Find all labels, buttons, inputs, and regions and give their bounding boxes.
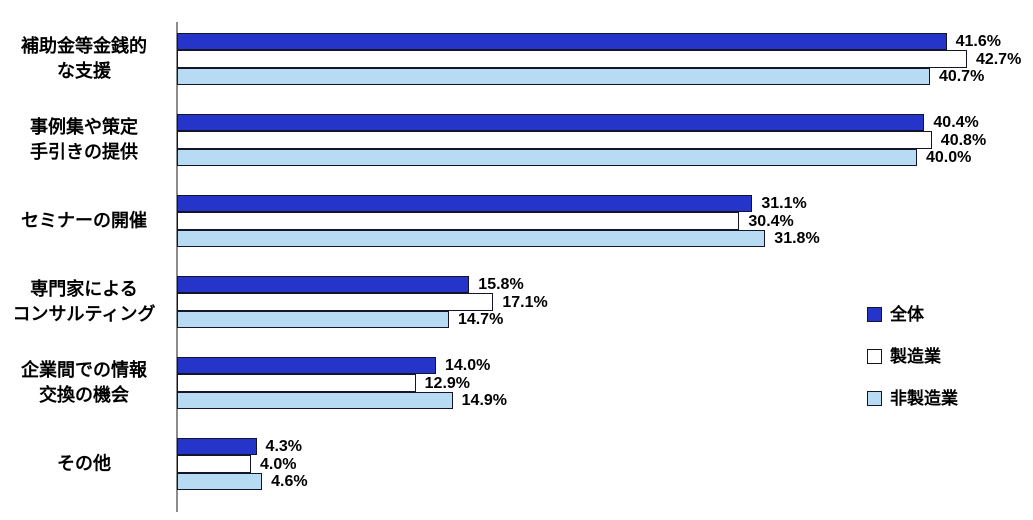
category-axis-line [176,22,178,512]
bar-series-1 [177,374,416,392]
value-label: 42.7% [975,50,1022,68]
bar-series-0 [177,438,257,456]
category-label: その他 [57,453,111,474]
value-label: 40.4% [933,114,979,132]
value-label: 40.7% [938,68,985,85]
value-label: 4.3% [265,438,303,456]
value-label: 15.8% [478,276,524,294]
value-label: 4.6% [271,473,308,490]
bar-series-2 [177,229,766,248]
bar-series-2 [177,472,263,491]
value-label: 31.8% [774,230,820,247]
category-label: セミナーの開催 [21,210,147,231]
category-label: 企業間での情報 交換の機会 [21,360,147,406]
bar-series-2 [177,67,930,86]
value-label: 40.8% [940,131,987,149]
bar-series-2 [177,148,917,167]
bar-series-0 [177,114,925,132]
value-label: 12.9% [424,374,471,392]
bar-series-0 [177,33,947,51]
value-label: 31.1% [761,195,807,213]
value-label: 30.4% [748,212,794,230]
value-label: 14.0% [445,357,491,375]
bar-series-0 [177,276,470,294]
value-label: 17.1% [502,293,548,311]
bar-series-1 [177,293,494,311]
value-label: 4.0% [260,455,297,473]
value-label: 41.6% [955,33,1001,51]
bar-series-0 [177,195,753,213]
value-label: 14.7% [457,311,504,328]
value-label: 14.9% [461,392,508,409]
bar-series-2 [177,391,453,410]
bar-series-2 [177,310,449,329]
category-label: 事例集や策定 手引きの提供 [30,117,138,163]
category-label: 補助金等金銭的 な支援 [21,36,147,82]
bar-series-1 [177,131,932,149]
bar-series-1 [177,212,740,230]
bar-series-1 [177,50,967,68]
bar-series-0 [177,357,436,375]
value-label: 40.0% [926,149,972,166]
bar-series-1 [177,455,251,473]
category-label: 専門家による コンサルティング [12,279,156,325]
